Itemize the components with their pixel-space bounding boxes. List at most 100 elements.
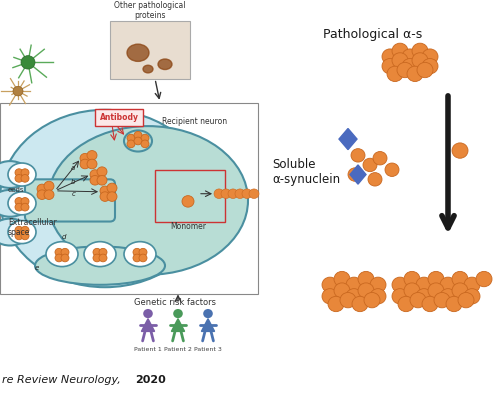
Circle shape [107,192,117,201]
Circle shape [328,296,344,312]
Circle shape [127,140,135,148]
Circle shape [410,293,426,308]
Ellipse shape [8,221,36,244]
Circle shape [87,150,97,160]
Text: Soluble
α-synuclein: Soluble α-synuclein [272,158,340,186]
Circle shape [55,254,63,262]
Circle shape [44,181,54,191]
Text: Patient 2: Patient 2 [164,347,192,352]
Bar [155,170,225,222]
Circle shape [134,131,142,139]
Ellipse shape [0,110,210,287]
Circle shape [99,249,107,256]
Ellipse shape [124,131,152,152]
Circle shape [21,203,29,211]
Circle shape [100,186,110,196]
Polygon shape [202,319,214,331]
Circle shape [249,189,259,198]
Circle shape [21,175,29,182]
Text: Antibody: Antibody [100,114,138,122]
Circle shape [422,58,438,74]
Ellipse shape [143,65,153,73]
Circle shape [322,289,338,304]
Circle shape [416,289,432,304]
Circle shape [464,277,480,293]
Circle shape [346,277,362,293]
Text: Recipient neuron: Recipient neuron [162,117,227,126]
Circle shape [143,309,153,318]
Ellipse shape [0,219,29,245]
Circle shape [422,49,438,64]
Circle shape [363,158,377,172]
Circle shape [387,66,403,81]
Circle shape [134,137,142,145]
Circle shape [392,43,408,58]
Circle shape [346,289,362,304]
Text: a: a [71,165,75,171]
Circle shape [37,184,47,194]
Circle shape [398,296,414,312]
Circle shape [340,293,356,308]
Circle shape [221,189,231,198]
Circle shape [55,249,63,256]
Circle shape [422,296,438,312]
Circle shape [397,62,413,78]
Text: Patient 3: Patient 3 [194,347,222,352]
Circle shape [133,249,141,256]
Circle shape [61,249,69,256]
Ellipse shape [48,126,248,275]
Circle shape [428,283,444,298]
Text: Pathological α-s: Pathological α-s [323,28,422,41]
Ellipse shape [8,163,36,186]
Circle shape [416,277,432,293]
Circle shape [404,283,420,298]
Ellipse shape [127,44,149,62]
Circle shape [370,277,386,293]
Polygon shape [142,319,154,331]
Circle shape [21,226,29,234]
Text: 2020: 2020 [135,376,166,385]
Circle shape [80,159,90,169]
Circle shape [93,254,101,262]
Circle shape [358,272,374,287]
Circle shape [21,198,29,205]
Text: Genetic risk factors: Genetic risk factors [134,298,216,307]
Ellipse shape [8,192,36,215]
Circle shape [392,289,408,304]
Circle shape [173,309,183,318]
Circle shape [458,293,474,308]
Circle shape [464,289,480,304]
Circle shape [15,232,23,240]
Text: Other pathological
proteins: Other pathological proteins [114,1,186,20]
Text: Extracellular
space: Extracellular space [8,218,57,237]
Circle shape [440,289,456,304]
Circle shape [15,226,23,234]
Circle shape [392,277,408,293]
Circle shape [21,169,29,176]
Text: e: e [35,266,39,272]
Ellipse shape [46,242,78,267]
FancyBboxPatch shape [95,109,143,125]
Circle shape [382,49,398,64]
Circle shape [90,175,100,185]
Circle shape [139,254,147,262]
Circle shape [392,53,408,68]
Text: Monomer: Monomer [170,222,206,231]
Circle shape [97,175,107,185]
Circle shape [385,163,399,176]
Circle shape [235,189,245,198]
Circle shape [364,293,380,308]
Circle shape [228,189,238,198]
Circle shape [348,168,362,181]
Circle shape [382,58,398,74]
Circle shape [15,175,23,182]
Circle shape [182,196,194,207]
Circle shape [44,190,54,199]
Circle shape [373,152,387,165]
Circle shape [15,169,23,176]
Circle shape [97,167,107,176]
Circle shape [440,277,456,293]
Circle shape [417,62,433,78]
Circle shape [322,277,338,293]
Circle shape [334,272,350,287]
